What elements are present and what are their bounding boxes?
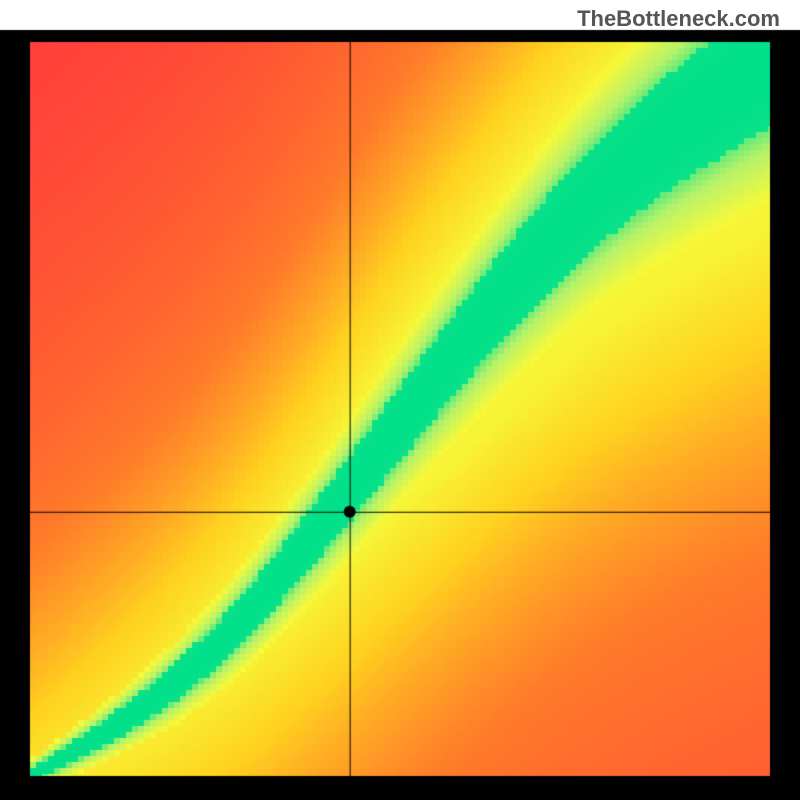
bottleneck-heatmap: [0, 0, 800, 800]
watermark-text: TheBottleneck.com: [577, 6, 780, 32]
chart-container: TheBottleneck.com: [0, 0, 800, 800]
